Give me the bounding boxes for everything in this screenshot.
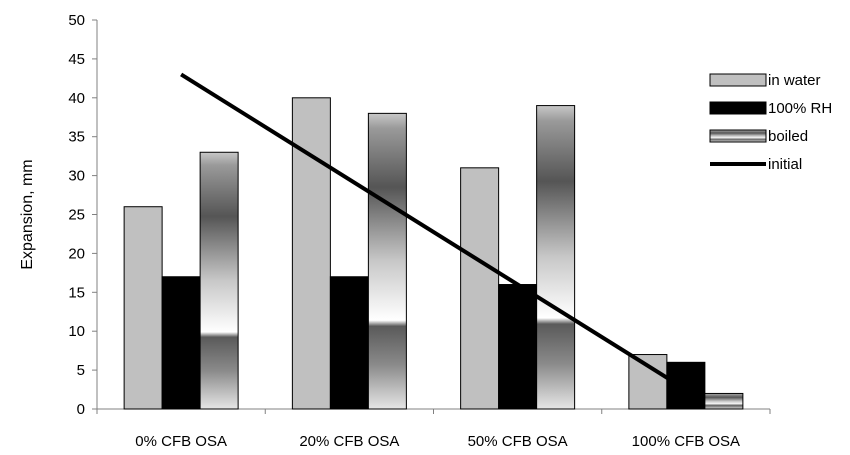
bar-in-water xyxy=(460,167,500,410)
y-axis: 0 5 10 15 20 25 30 35 40 45 50 xyxy=(68,12,98,418)
bar-100-rh xyxy=(498,284,538,410)
bar-boiled xyxy=(367,112,407,410)
y-tick-label: 5 xyxy=(77,362,85,379)
y-tick-label: 45 xyxy=(68,51,85,68)
bar-in-water xyxy=(291,97,331,410)
bar-100-rh xyxy=(666,361,706,410)
series-lines xyxy=(180,72,687,392)
x-axis: 0% CFB OSA 20% CFB OSA 50% CFB OSA 100% CFB… xyxy=(96,408,771,450)
bar-boiled xyxy=(536,105,576,410)
y-tick-label: 35 xyxy=(68,129,85,146)
y-tick-label: 10 xyxy=(68,323,85,340)
x-tick-label: 50% CFB OSA xyxy=(468,433,568,450)
y-tick-label: 30 xyxy=(68,168,85,185)
bars xyxy=(123,97,744,410)
bar-boiled xyxy=(704,392,744,410)
legend-label: 100% RH xyxy=(768,100,832,117)
bar-in-water xyxy=(628,354,668,410)
x-tick-label: 0% CFB OSA xyxy=(135,433,227,450)
line-initial xyxy=(180,72,687,392)
x-tick-label: 100% CFB OSA xyxy=(632,433,740,450)
y-tick-label: 20 xyxy=(68,245,85,262)
legend-label: initial xyxy=(768,156,802,173)
legend-label: in water xyxy=(768,72,821,89)
bar-100-rh xyxy=(329,276,369,410)
y-axis-label: Expansion, mm xyxy=(19,159,36,269)
x-tick-label: 20% CFB OSA xyxy=(299,433,399,450)
legend-label: boiled xyxy=(768,128,808,145)
y-tick-label: 25 xyxy=(68,207,85,224)
legend: in water 100% RH boiled initial xyxy=(709,72,832,173)
y-tick-label: 0 xyxy=(77,401,85,418)
y-tick-label: 40 xyxy=(68,90,85,107)
bar-in-water xyxy=(123,206,163,410)
bar-boiled xyxy=(199,151,239,410)
legend-swatch xyxy=(709,101,767,115)
y-tick-label: 50 xyxy=(68,12,85,29)
y-tick-label: 15 xyxy=(68,284,85,301)
bar-100-rh xyxy=(161,276,201,410)
legend-swatch xyxy=(709,73,767,87)
legend-swatch xyxy=(709,129,767,143)
